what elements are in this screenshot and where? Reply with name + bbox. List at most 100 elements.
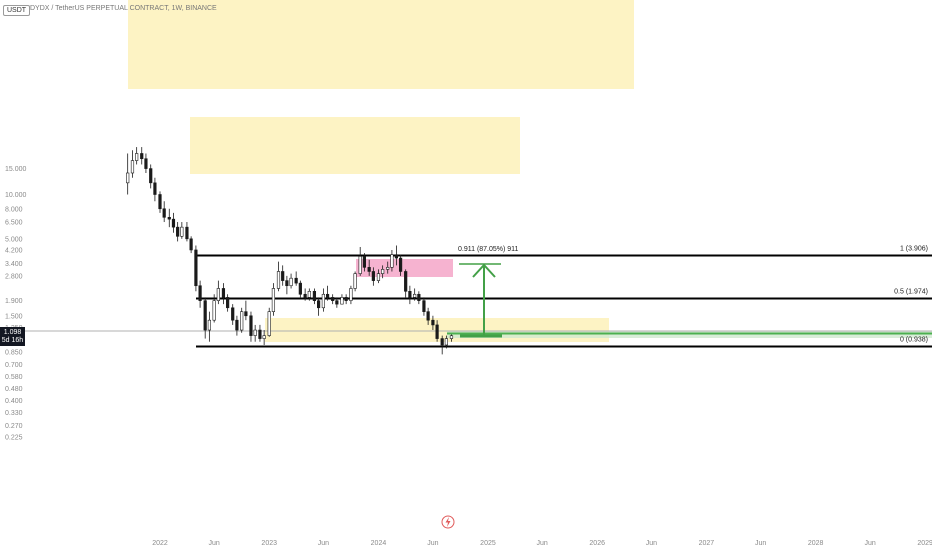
candle-body <box>189 238 193 251</box>
current-price-value: 1.098 <box>4 329 22 336</box>
time-tick-label: 2026 <box>589 540 605 547</box>
symbol-title: DYDX / TetherUS PERPETUAL CONTRACT, 1W, … <box>30 5 217 12</box>
zones-layer <box>128 0 932 342</box>
candle-body <box>130 160 135 174</box>
candle-body <box>440 338 444 346</box>
candle-body <box>422 300 426 312</box>
candle-body <box>212 300 216 321</box>
candle-body <box>394 254 399 259</box>
candle-body <box>231 307 235 321</box>
yellow-zone-top <box>128 0 634 89</box>
candle-body <box>353 273 357 289</box>
candle-body <box>185 226 189 240</box>
candle-body <box>249 315 253 336</box>
candle-body <box>371 271 375 281</box>
yellow-zone-middle <box>190 117 520 174</box>
candle-body <box>413 293 417 298</box>
price-tick-label: 0.700 <box>5 362 23 369</box>
time-tick-label: Jun <box>536 540 547 547</box>
time-tick-label: 2023 <box>261 540 277 547</box>
candle-body <box>331 297 335 301</box>
candle-body <box>362 256 366 268</box>
fib-level-mid-label: 0.5 (1.974) <box>894 289 928 296</box>
candle-body <box>312 290 317 301</box>
price-tick-label: 0.580 <box>5 374 23 381</box>
candle-body <box>162 208 166 218</box>
candle-body <box>358 256 362 274</box>
candle-body <box>140 153 144 160</box>
measure-label: 0.911 (87.05%) 911 <box>458 246 519 253</box>
time-tick-label: 2024 <box>371 540 387 547</box>
price-tick-label: 4.200 <box>5 247 23 254</box>
levels-layer: 1 (3.906) 0.5 (1.974) 0 (0.938) <box>0 246 932 348</box>
candle-body <box>408 290 412 298</box>
candle-body <box>426 311 430 321</box>
time-tick-label: Jun <box>427 540 438 547</box>
candle-body <box>267 311 271 336</box>
candle-body <box>444 338 448 346</box>
measure-arrow-head[interactable] <box>472 263 496 278</box>
candle-body <box>221 288 226 298</box>
price-tick-label: 6.500 <box>5 220 23 227</box>
candle-body <box>335 300 339 305</box>
candle-body <box>271 288 276 312</box>
pink-zone <box>356 259 453 277</box>
candle-body <box>321 293 325 309</box>
lightning-icon[interactable] <box>441 515 455 529</box>
currency-badge[interactable]: USDT <box>3 5 31 16</box>
candle-body <box>126 172 130 184</box>
candle-countdown: 5d 16h <box>2 337 24 344</box>
candle-body <box>317 300 321 309</box>
price-tick-label: 2.800 <box>5 273 23 280</box>
candle-body <box>171 218 176 228</box>
candle-body <box>303 293 307 298</box>
candle-body <box>167 217 171 220</box>
time-tick-label: Jun <box>864 540 875 547</box>
candle-body <box>180 226 184 237</box>
time-tick-label: 2027 <box>699 540 715 547</box>
candle-body <box>298 282 302 295</box>
price-tick-label: 0.225 <box>5 435 23 442</box>
candle-body <box>285 280 289 287</box>
candle-body <box>367 267 371 272</box>
time-tick-label: Jun <box>646 540 657 547</box>
candle-body <box>307 290 311 298</box>
time-tick-label: 2022 <box>152 540 168 547</box>
candle-body <box>240 311 244 331</box>
current-price-badge[interactable] <box>0 327 25 346</box>
price-tick-label: 0.850 <box>5 350 23 357</box>
price-tick-label: 0.270 <box>5 423 23 430</box>
candle-body <box>381 269 385 274</box>
candle-body <box>149 168 153 184</box>
fib-level-bottom-label: 0 (0.938) <box>900 337 928 344</box>
price-tick-label: 15.000 <box>5 166 27 173</box>
candle-body <box>294 277 298 284</box>
candle-body <box>390 254 394 268</box>
candle-body <box>340 297 344 305</box>
candle-body <box>325 293 330 298</box>
candle-body <box>235 319 239 331</box>
candle-body <box>449 335 454 339</box>
overlays-layer: 0.911 (87.05%) 911 <box>447 246 932 338</box>
candle-body <box>198 285 202 301</box>
candle-body <box>176 226 180 237</box>
candle-body <box>417 293 421 301</box>
time-axis[interactable]: 2022 Jun 2023 Jun 2024 Jun 2025 Jun 2026 Jun 2027 J… <box>152 515 932 547</box>
price-axis[interactable]: 15.000 10.000 8.000 6.500 5.000 4.200 3.400 2.8… <box>0 166 27 442</box>
price-tick-label: 0.400 <box>5 398 23 405</box>
candle-body <box>276 271 281 289</box>
candle-body <box>244 311 248 317</box>
candle-body <box>344 297 348 301</box>
price-tick-label: 1.900 <box>5 298 23 305</box>
candle-body <box>398 257 403 272</box>
price-tick-label: 5.000 <box>5 236 23 243</box>
candle-body <box>435 324 439 339</box>
candle-body <box>281 271 285 281</box>
candle-body <box>153 182 157 195</box>
candle-body <box>144 158 148 169</box>
candle-body <box>258 329 262 339</box>
lightning-icon-bolt <box>445 517 451 527</box>
candle-body <box>289 277 293 287</box>
time-tick-label: Jun <box>318 540 329 547</box>
